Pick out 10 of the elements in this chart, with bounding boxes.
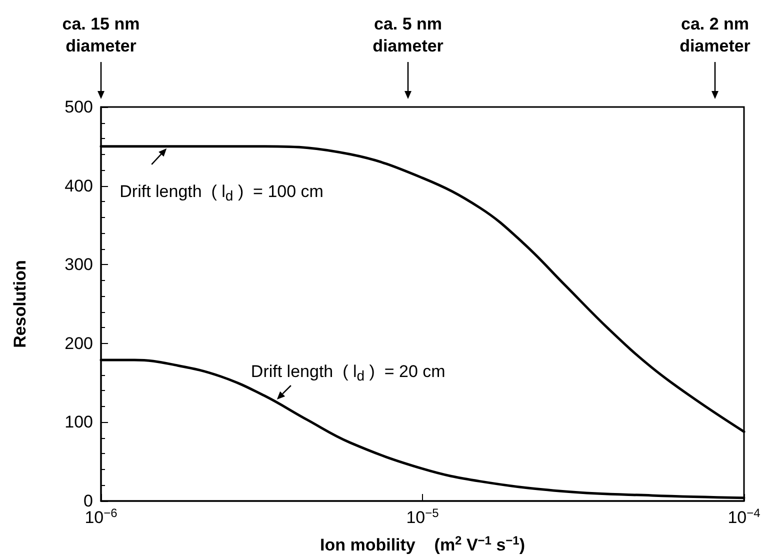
text: ca. 15 nm diameter — [62, 14, 140, 56]
text: ca. 2 nm diameter — [680, 14, 751, 56]
y-tick-label: 400 — [64, 176, 93, 196]
y-tick-label: 500 — [64, 98, 93, 116]
y-tick-label: 100 — [64, 412, 93, 432]
text: ca. 5 nm diameter — [372, 14, 444, 56]
y-tick-label: 0 — [84, 492, 93, 510]
y-tick-label: 300 — [64, 255, 93, 274]
y-tick-label: 200 — [64, 334, 93, 353]
y-axis-title: Resolution — [10, 260, 30, 348]
